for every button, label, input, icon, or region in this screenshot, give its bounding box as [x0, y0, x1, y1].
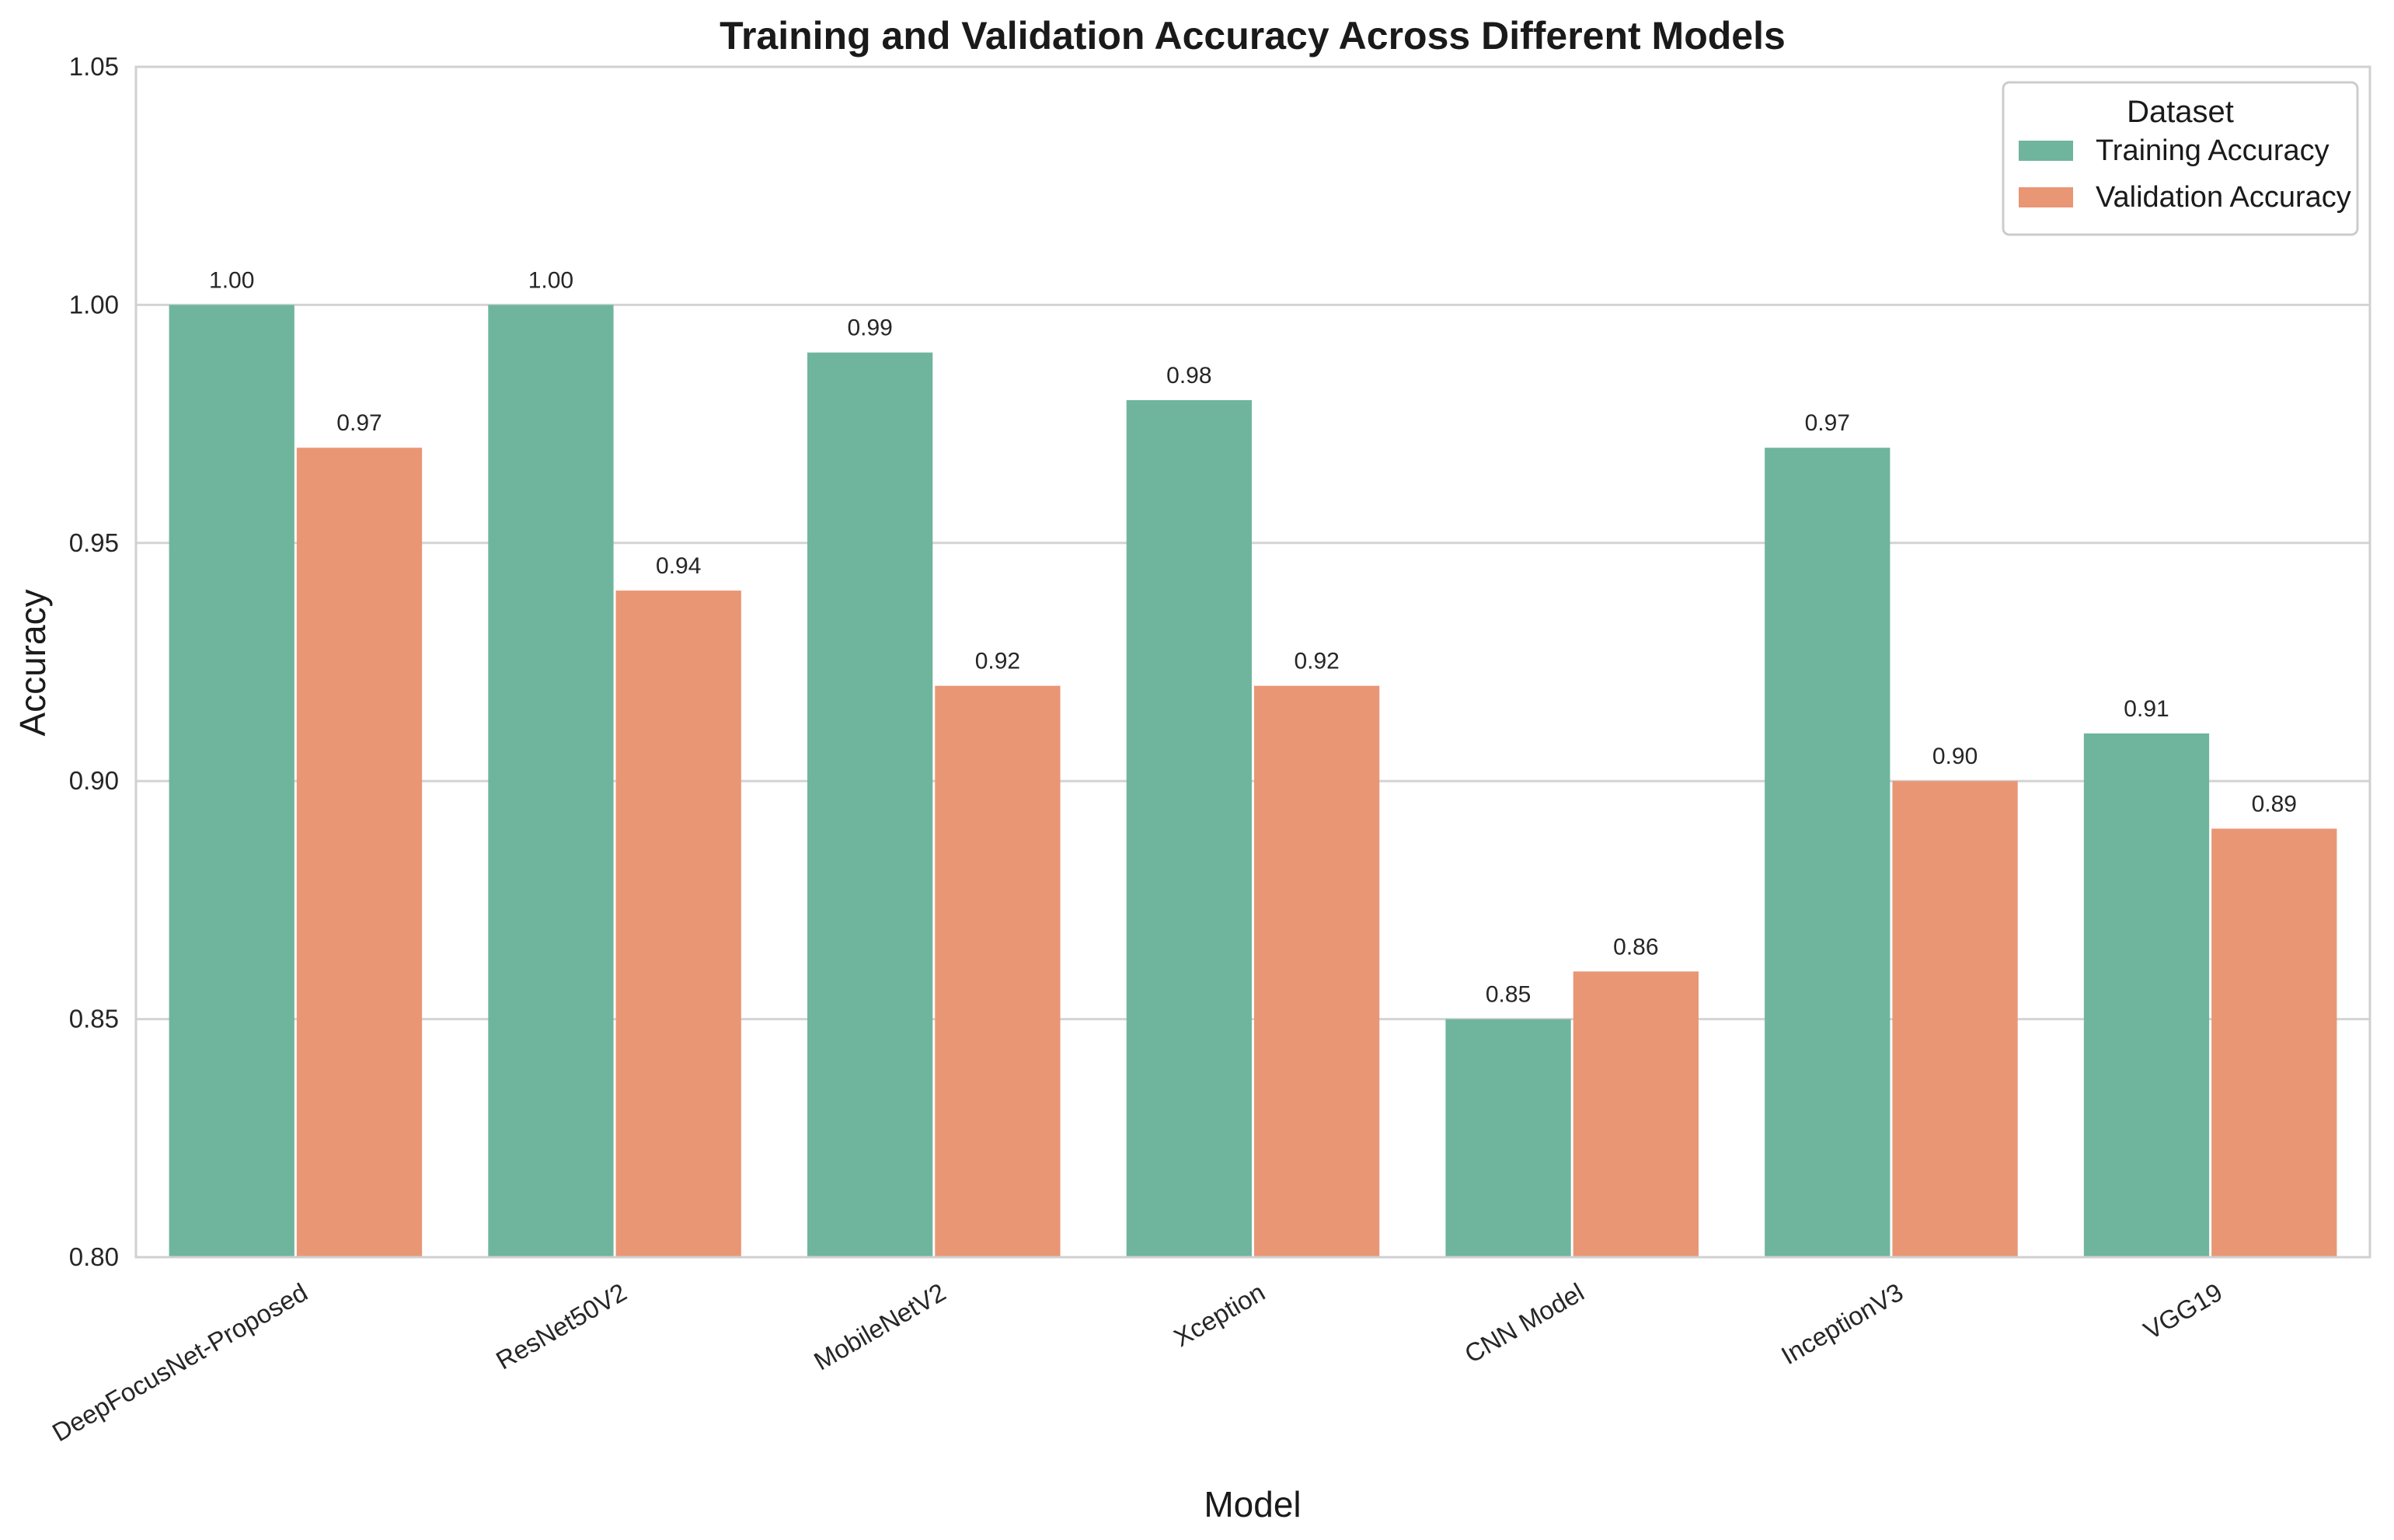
bar — [615, 591, 741, 1257]
data-label: 0.91 — [2124, 696, 2169, 722]
y-tick-label: 0.95 — [69, 528, 119, 557]
y-tick-label: 0.85 — [69, 1005, 119, 1033]
x-tick-label: VGG19 — [2138, 1277, 2227, 1345]
data-label: 0.94 — [656, 553, 701, 579]
data-label: 0.99 — [847, 315, 892, 341]
legend: Dataset Training Accuracy Validation Accu… — [2002, 81, 2359, 236]
data-label: 1.00 — [209, 267, 254, 293]
data-label: 0.85 — [1486, 982, 1531, 1008]
bar — [1892, 781, 2018, 1257]
y-tick-label: 1.05 — [69, 52, 119, 81]
data-label: 0.92 — [1294, 649, 1339, 674]
data-label: 0.92 — [975, 649, 1020, 674]
x-tick-label: Xception — [1169, 1277, 1270, 1352]
data-label: 0.97 — [336, 410, 382, 436]
x-tick-label: ResNet50V2 — [491, 1277, 632, 1375]
bar — [807, 352, 933, 1258]
data-labels: 1.00 0.97 1.00 0.94 0.99 0.92 0.98 0.92 0.85 0.86… — [209, 267, 2297, 1007]
bar — [2083, 733, 2210, 1257]
y-tick-label: 1.00 — [69, 290, 119, 319]
data-label: 0.86 — [1613, 934, 1658, 960]
legend-label: Training Accuracy — [2096, 134, 2330, 167]
legend-label: Validation Accuracy — [2096, 181, 2351, 214]
bar — [1445, 1019, 1571, 1257]
data-label: 0.90 — [1932, 744, 1978, 769]
y-tick-label: 0.80 — [69, 1242, 119, 1271]
bar — [169, 305, 294, 1257]
x-tick-label: DeepFocusNet-Proposed — [47, 1277, 312, 1447]
legend-swatch — [2019, 141, 2073, 161]
bar — [1573, 971, 1699, 1257]
bar — [2211, 828, 2337, 1257]
bar — [1254, 685, 1380, 1257]
x-tick-label: CNN Model — [1460, 1277, 1589, 1368]
bar — [488, 305, 614, 1257]
grid-lines — [136, 65, 2370, 1259]
x-tick-label: InceptionV3 — [1776, 1277, 1908, 1370]
data-label: 0.97 — [1805, 410, 1850, 436]
plot-frame — [134, 65, 2371, 1259]
data-label: 0.89 — [2252, 791, 2297, 817]
x-tick-label: MobileNetV2 — [809, 1277, 950, 1376]
x-axis-label: Model — [1204, 1484, 1301, 1524]
bar — [296, 448, 423, 1257]
legend-title: Dataset — [2127, 95, 2234, 129]
y-tick-label: 0.90 — [69, 766, 119, 795]
bar — [1765, 448, 1890, 1257]
chart-title: Training and Validation Accuracy Across … — [720, 14, 1786, 57]
y-axis-ticks: 0.80 0.85 0.90 0.95 1.00 1.05 — [69, 52, 119, 1271]
bar — [935, 685, 1061, 1257]
y-axis-label: Accuracy — [12, 589, 53, 736]
bars — [169, 305, 2337, 1258]
x-axis-ticks: DeepFocusNet-Proposed ResNet50V2 MobileNet… — [47, 1277, 2227, 1447]
legend-swatch — [2019, 187, 2073, 207]
legend-items: Training Accuracy Validation Accuracy — [2019, 134, 2351, 214]
data-label: 1.00 — [528, 267, 573, 293]
data-label: 0.98 — [1166, 363, 1211, 388]
legend-box — [2002, 81, 2359, 236]
bar — [1126, 399, 1252, 1258]
